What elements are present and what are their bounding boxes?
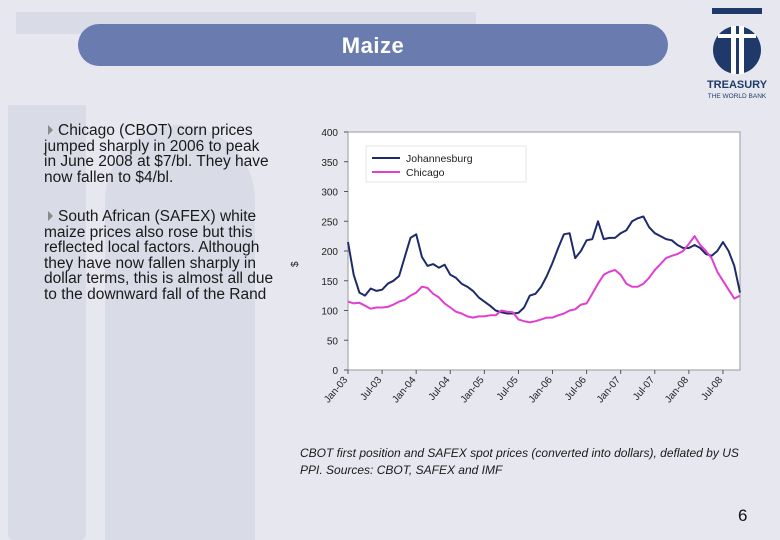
y-tick-label: 0 bbox=[332, 366, 338, 377]
title-bar: Maize bbox=[78, 24, 668, 66]
series-line-johannesburg bbox=[347, 215, 741, 315]
legend-label: Johannesburg bbox=[406, 153, 473, 165]
x-tick-label: Jan-04 bbox=[390, 375, 418, 406]
y-tick-label: 300 bbox=[321, 188, 338, 199]
y-axis-label: $ bbox=[290, 261, 301, 267]
x-tick-label: Jan-03 bbox=[322, 375, 350, 406]
x-tick-label: Jul-06 bbox=[563, 375, 589, 403]
line-chart: 0 50 100 150 200 250 300 350 400 $ Jan-03 Jul-03 Jan… bbox=[290, 122, 750, 444]
slide-title: Maize bbox=[341, 33, 405, 58]
y-tick-label: 150 bbox=[321, 277, 338, 288]
x-tick-label: Jul-04 bbox=[427, 375, 453, 403]
y-tick-label: 100 bbox=[321, 307, 338, 318]
treasury-logo-icon: TREASURY THE WORLD BANK bbox=[706, 8, 768, 103]
y-tick-label: 250 bbox=[321, 217, 338, 228]
logo-line2: THE WORLD BANK bbox=[708, 93, 767, 100]
legend-label: Chicago bbox=[406, 167, 445, 179]
background-shape-mid bbox=[105, 125, 255, 540]
series-line-chicago bbox=[347, 235, 741, 324]
chart-caption: CBOT first position and SAFEX spot price… bbox=[300, 446, 739, 477]
bullet-text: Chicago (CBOT) corn prices jumped sharpl… bbox=[44, 122, 269, 186]
x-tick-label: Jul-08 bbox=[699, 375, 725, 403]
x-tick-label: Jan-05 bbox=[459, 375, 487, 406]
x-tick-label: Jul-05 bbox=[495, 375, 521, 403]
bullet-arrow-icon bbox=[48, 125, 53, 135]
legend-box bbox=[365, 145, 527, 183]
y-tick-label: 200 bbox=[321, 247, 338, 258]
background-shape-left bbox=[8, 105, 86, 540]
bullet-text: South African (SAFEX) white maize prices… bbox=[44, 208, 274, 303]
y-tick-label: 50 bbox=[327, 336, 339, 347]
bullet-item: Chicago (CBOT) corn prices jumped sharpl… bbox=[44, 123, 274, 185]
bullet-item: South African (SAFEX) white maize prices… bbox=[44, 209, 274, 302]
x-tick-label: Jan-07 bbox=[595, 375, 623, 406]
x-tick-label: Jan-08 bbox=[663, 375, 691, 406]
x-tick-label: Jul-03 bbox=[358, 375, 384, 403]
y-tick-label: 350 bbox=[321, 158, 338, 169]
logo-line1: TREASURY bbox=[707, 79, 768, 91]
x-tick-label: Jan-06 bbox=[527, 375, 555, 406]
bullet-list: Chicago (CBOT) corn prices jumped sharpl… bbox=[44, 123, 274, 326]
page-number: 6 bbox=[738, 506, 748, 525]
y-tick-label: 400 bbox=[321, 128, 338, 139]
x-tick-label: Jul-07 bbox=[631, 375, 657, 403]
bullet-arrow-icon bbox=[48, 211, 53, 221]
